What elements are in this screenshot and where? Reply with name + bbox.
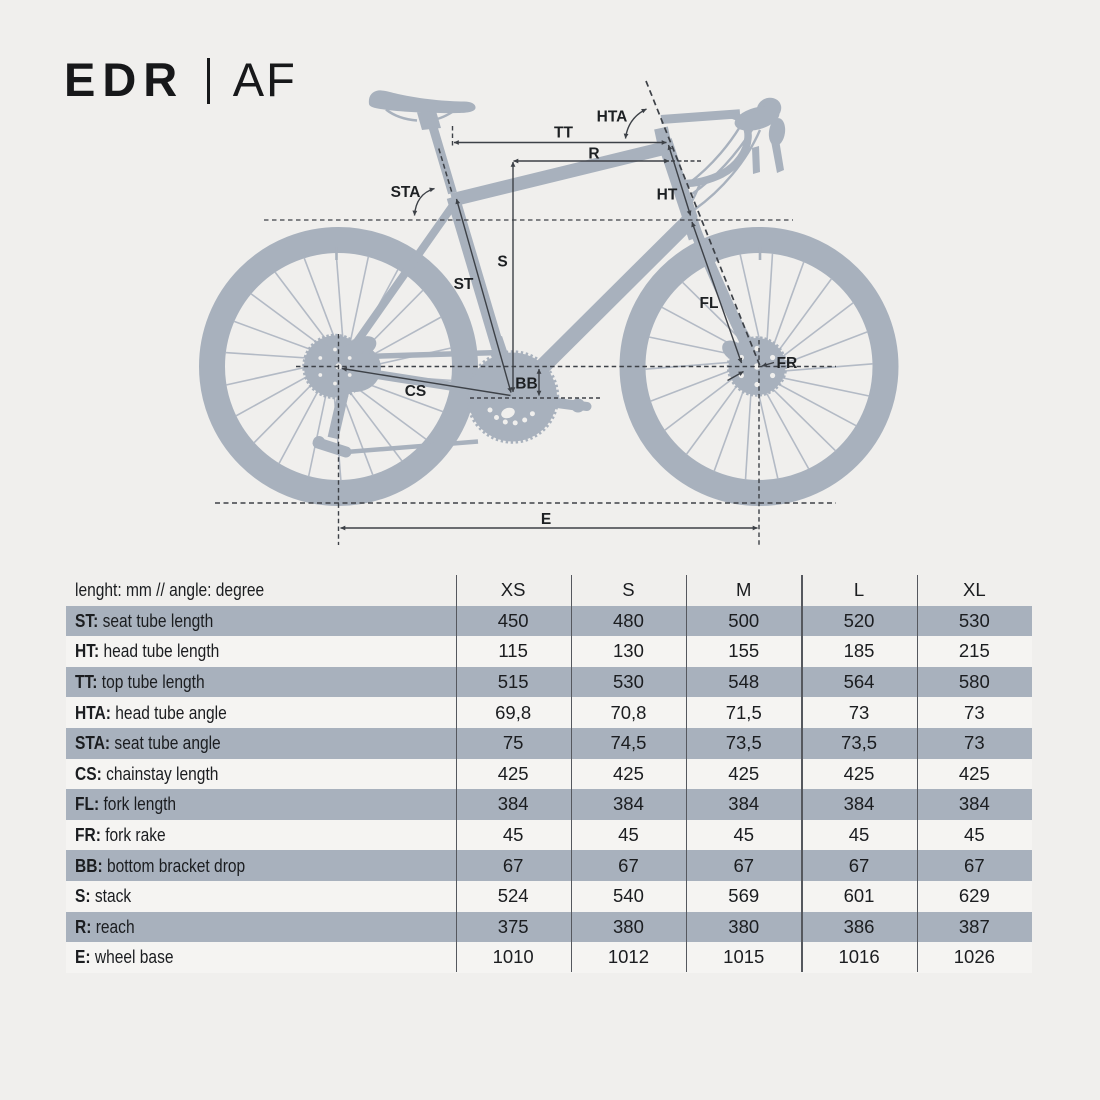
svg-text:BB: BB [515,376,537,393]
svg-text:ST: ST [454,276,474,293]
svg-text:CS: CS [405,383,427,400]
svg-text:FL: FL [700,295,719,312]
svg-text:FR: FR [777,355,798,372]
svg-text:STA: STA [391,184,421,201]
svg-text:E: E [541,511,551,528]
svg-text:TT: TT [554,125,573,142]
svg-text:HT: HT [657,187,678,204]
svg-text:R: R [588,146,599,163]
svg-text:S: S [497,254,507,271]
svg-text:HTA: HTA [597,109,628,126]
